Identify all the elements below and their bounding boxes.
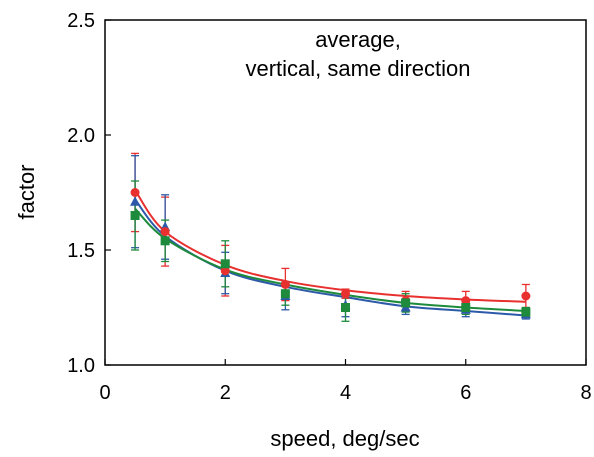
x-tick-label: 2 — [220, 382, 231, 404]
y-tick-label: 1.5 — [67, 240, 95, 262]
x-tick-label: 0 — [99, 382, 110, 404]
data-points — [130, 188, 531, 319]
data-point-square — [341, 303, 350, 312]
data-point-square — [160, 236, 170, 246]
annotation-line-1: average, — [315, 27, 401, 52]
data-point-square — [401, 298, 411, 308]
y-tick-label: 2.5 — [67, 10, 95, 32]
data-point-circle — [130, 188, 140, 197]
axis-ticks: 0 2 4 6 8 1.0 1.5 2.0 2.5 — [67, 10, 591, 404]
data-point-circle — [280, 280, 290, 289]
data-point-square — [220, 259, 230, 269]
data-point-circle — [461, 296, 471, 306]
data-point-circle — [220, 266, 230, 276]
data-point-square — [280, 289, 290, 299]
data-point-square — [521, 307, 531, 317]
data-point-circle — [521, 291, 531, 301]
y-tick-label: 1.0 — [67, 355, 95, 377]
data-point-circle — [341, 289, 350, 299]
data-point-square — [130, 211, 140, 220]
error-bars — [131, 152, 530, 322]
y-axis-title: factor — [14, 164, 39, 219]
data-point-triangle — [130, 196, 141, 206]
x-tick-label: 8 — [580, 382, 591, 404]
x-axis-title: speed, deg/sec — [270, 426, 419, 451]
data-point-square — [461, 303, 471, 312]
data-point-circle — [160, 227, 170, 237]
y-tick-label: 2.0 — [67, 125, 95, 147]
x-tick-label: 6 — [460, 382, 471, 404]
annotation-line-2: vertical, same direction — [246, 56, 471, 81]
fit-curve — [134, 189, 526, 303]
x-tick-label: 4 — [340, 382, 351, 404]
